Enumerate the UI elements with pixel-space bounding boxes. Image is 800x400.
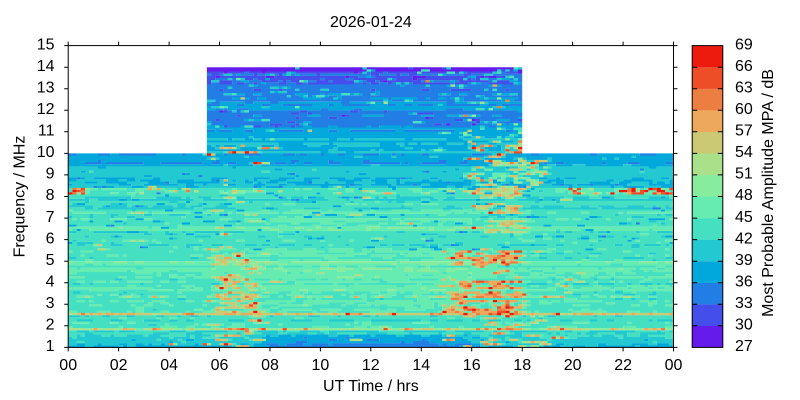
svg-text:33: 33 [735,295,753,312]
svg-text:Most Probable Amplitude MPA /: Most Probable Amplitude MPA / dB [760,69,777,317]
svg-text:69: 69 [735,36,753,53]
svg-text:2: 2 [46,317,55,334]
svg-text:57: 57 [735,123,753,140]
svg-text:22: 22 [614,357,632,374]
svg-text:2026-01-24: 2026-01-24 [330,14,412,31]
svg-text:10: 10 [312,357,330,374]
svg-text:02: 02 [110,357,128,374]
svg-text:5: 5 [46,252,55,269]
svg-text:18: 18 [513,357,531,374]
svg-text:30: 30 [735,317,753,334]
svg-text:66: 66 [735,58,753,75]
svg-text:UT Time / hrs: UT Time / hrs [323,378,419,395]
svg-text:11: 11 [38,123,55,140]
svg-text:13: 13 [37,79,55,96]
svg-text:54: 54 [735,144,753,161]
svg-text:08: 08 [261,357,279,374]
svg-text:6: 6 [46,230,55,247]
svg-text:48: 48 [735,187,753,204]
svg-text:42: 42 [735,230,753,247]
svg-text:45: 45 [735,209,753,226]
svg-text:14: 14 [37,58,55,75]
svg-text:06: 06 [211,357,229,374]
svg-text:63: 63 [735,79,753,96]
svg-text:15: 15 [37,36,55,53]
svg-text:1: 1 [46,338,55,355]
svg-text:36: 36 [735,273,753,290]
svg-text:00: 00 [665,357,683,374]
svg-text:39: 39 [735,252,753,269]
svg-text:60: 60 [735,101,753,118]
svg-text:3: 3 [46,295,55,312]
svg-text:Frequency / MHz: Frequency / MHz [12,136,29,258]
svg-text:27: 27 [735,338,753,355]
svg-text:16: 16 [463,357,481,374]
svg-text:04: 04 [160,357,178,374]
svg-text:10: 10 [37,144,55,161]
svg-text:51: 51 [735,166,753,183]
svg-text:7: 7 [46,209,55,226]
svg-text:20: 20 [564,357,582,374]
svg-text:00: 00 [59,357,77,374]
svg-text:12: 12 [362,357,380,374]
svg-text:12: 12 [37,101,55,118]
svg-text:14: 14 [412,357,430,374]
svg-text:8: 8 [46,187,55,204]
svg-text:4: 4 [46,273,55,290]
svg-text:9: 9 [46,166,55,183]
